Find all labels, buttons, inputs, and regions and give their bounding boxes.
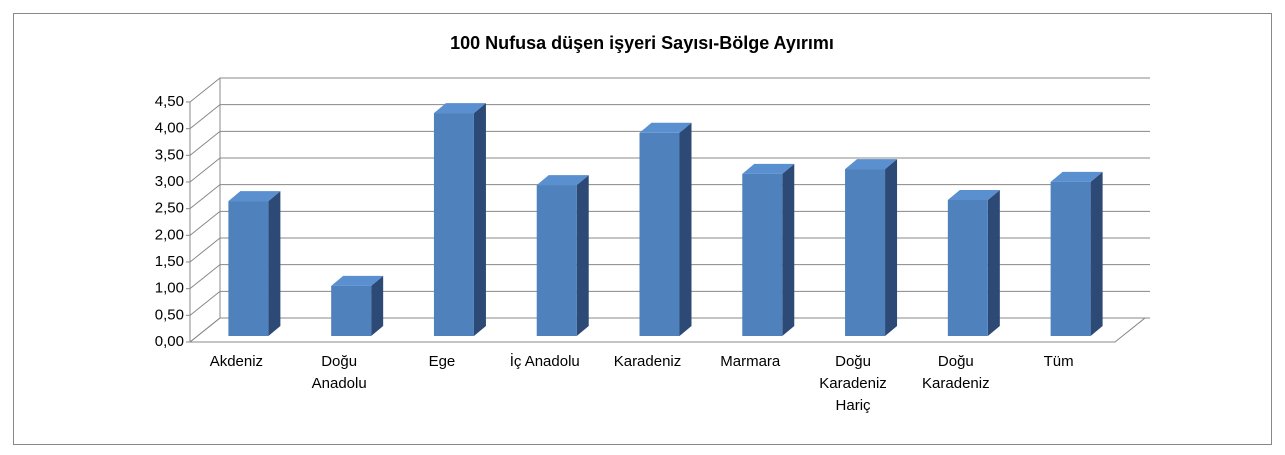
x-tick-label: Tüm xyxy=(1043,353,1074,370)
bar-side xyxy=(371,275,384,336)
bar xyxy=(845,169,886,336)
bar xyxy=(331,285,372,336)
bar-top xyxy=(639,122,692,133)
bar-top xyxy=(947,190,1000,200)
grid-line xyxy=(189,317,1150,343)
y-tick-label: 1,50 xyxy=(155,253,184,270)
bar-side xyxy=(987,190,1000,336)
grid-line xyxy=(189,237,1150,263)
grid-line xyxy=(189,184,1150,210)
bar-top xyxy=(331,275,384,286)
grid-line xyxy=(189,104,1150,130)
bar-side xyxy=(885,159,898,336)
y-tick-label: 4,50 xyxy=(155,93,184,110)
bar-side xyxy=(782,163,795,336)
chart-title: 100 Nufusa düşen işyeri Sayısı-Bölge Ayı… xyxy=(450,33,834,53)
x-tick-label: Marmara xyxy=(720,353,781,370)
bar-side xyxy=(576,175,589,336)
grid-line xyxy=(189,290,1150,316)
grid-line xyxy=(189,77,1150,103)
bar-side xyxy=(679,122,692,336)
grid-line xyxy=(189,157,1150,183)
y-tick-label: 1,00 xyxy=(155,280,184,297)
x-tick-label: Doğu Karadeniz Hariç xyxy=(819,353,887,414)
y-tick-label: 2,00 xyxy=(155,226,184,243)
y-tick-label: 0,00 xyxy=(155,333,184,350)
bar-side xyxy=(268,191,281,336)
bar-top xyxy=(742,163,795,174)
grid-line xyxy=(189,130,1150,156)
x-tick-label: Doğu Karadeniz xyxy=(922,353,990,392)
bar xyxy=(536,185,577,336)
bar-top xyxy=(433,103,486,114)
bar-top xyxy=(536,175,589,186)
grid-line xyxy=(189,210,1150,236)
bar xyxy=(742,173,783,336)
bar xyxy=(947,200,988,336)
bar-side xyxy=(1090,171,1103,336)
grid-line xyxy=(189,264,1150,290)
bar xyxy=(228,201,269,336)
x-tick-label: İç Anadolu xyxy=(509,353,580,370)
y-tick-label: 0,50 xyxy=(155,306,184,323)
bar-top xyxy=(1050,171,1103,182)
bar xyxy=(433,113,474,336)
y-tick-label: 3,00 xyxy=(155,173,184,190)
bar xyxy=(1050,181,1091,336)
x-tick-label: Karadeniz xyxy=(613,353,682,370)
bar-top xyxy=(228,191,281,202)
bar-side xyxy=(473,103,486,336)
y-tick-label: 3,50 xyxy=(155,146,184,163)
x-tick-label: Ege xyxy=(428,353,456,370)
bar-top xyxy=(845,159,898,170)
bar xyxy=(639,132,680,336)
x-tick-label: Doğu Anadolu xyxy=(311,353,367,392)
y-tick-label: 4,00 xyxy=(155,120,184,137)
x-tick-label: Akdeniz xyxy=(209,353,264,370)
y-tick-label: 2,50 xyxy=(155,200,184,217)
